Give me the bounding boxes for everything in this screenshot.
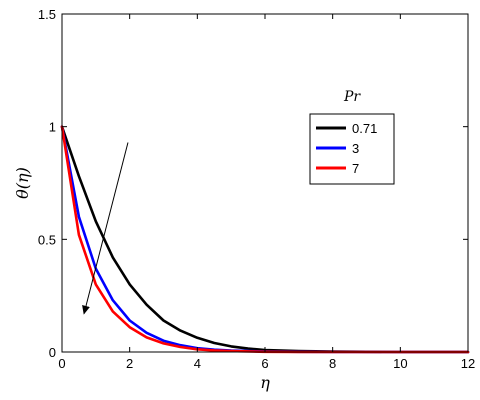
x-tick-label-3: 6 xyxy=(261,356,268,371)
legend-label-0: 0.71 xyxy=(352,121,377,136)
x-tick-label-0: 0 xyxy=(58,356,65,371)
x-tick-label-4: 8 xyxy=(329,356,336,371)
x-tick-label-6: 12 xyxy=(461,356,475,371)
y-tick-label-2: 1 xyxy=(49,120,56,135)
plot-frame xyxy=(61,13,469,353)
x-tick-label-5: 10 xyxy=(393,356,407,371)
legend-title: Pr xyxy=(343,89,361,105)
y-tick-label-3: 1.5 xyxy=(38,7,56,22)
trend-arrow-0 xyxy=(82,142,129,315)
legend-label-2: 7 xyxy=(352,161,359,176)
y-tick-label-1: 0.5 xyxy=(38,232,56,247)
x-tick-label-2: 4 xyxy=(194,356,201,371)
legend-label-1: 3 xyxy=(352,141,359,156)
x-axis-label: η xyxy=(260,373,270,392)
y-axis-label: θ(η) xyxy=(13,167,32,199)
x-tick-label-1: 2 xyxy=(126,356,133,371)
y-tick-label-0: 0 xyxy=(49,345,56,360)
